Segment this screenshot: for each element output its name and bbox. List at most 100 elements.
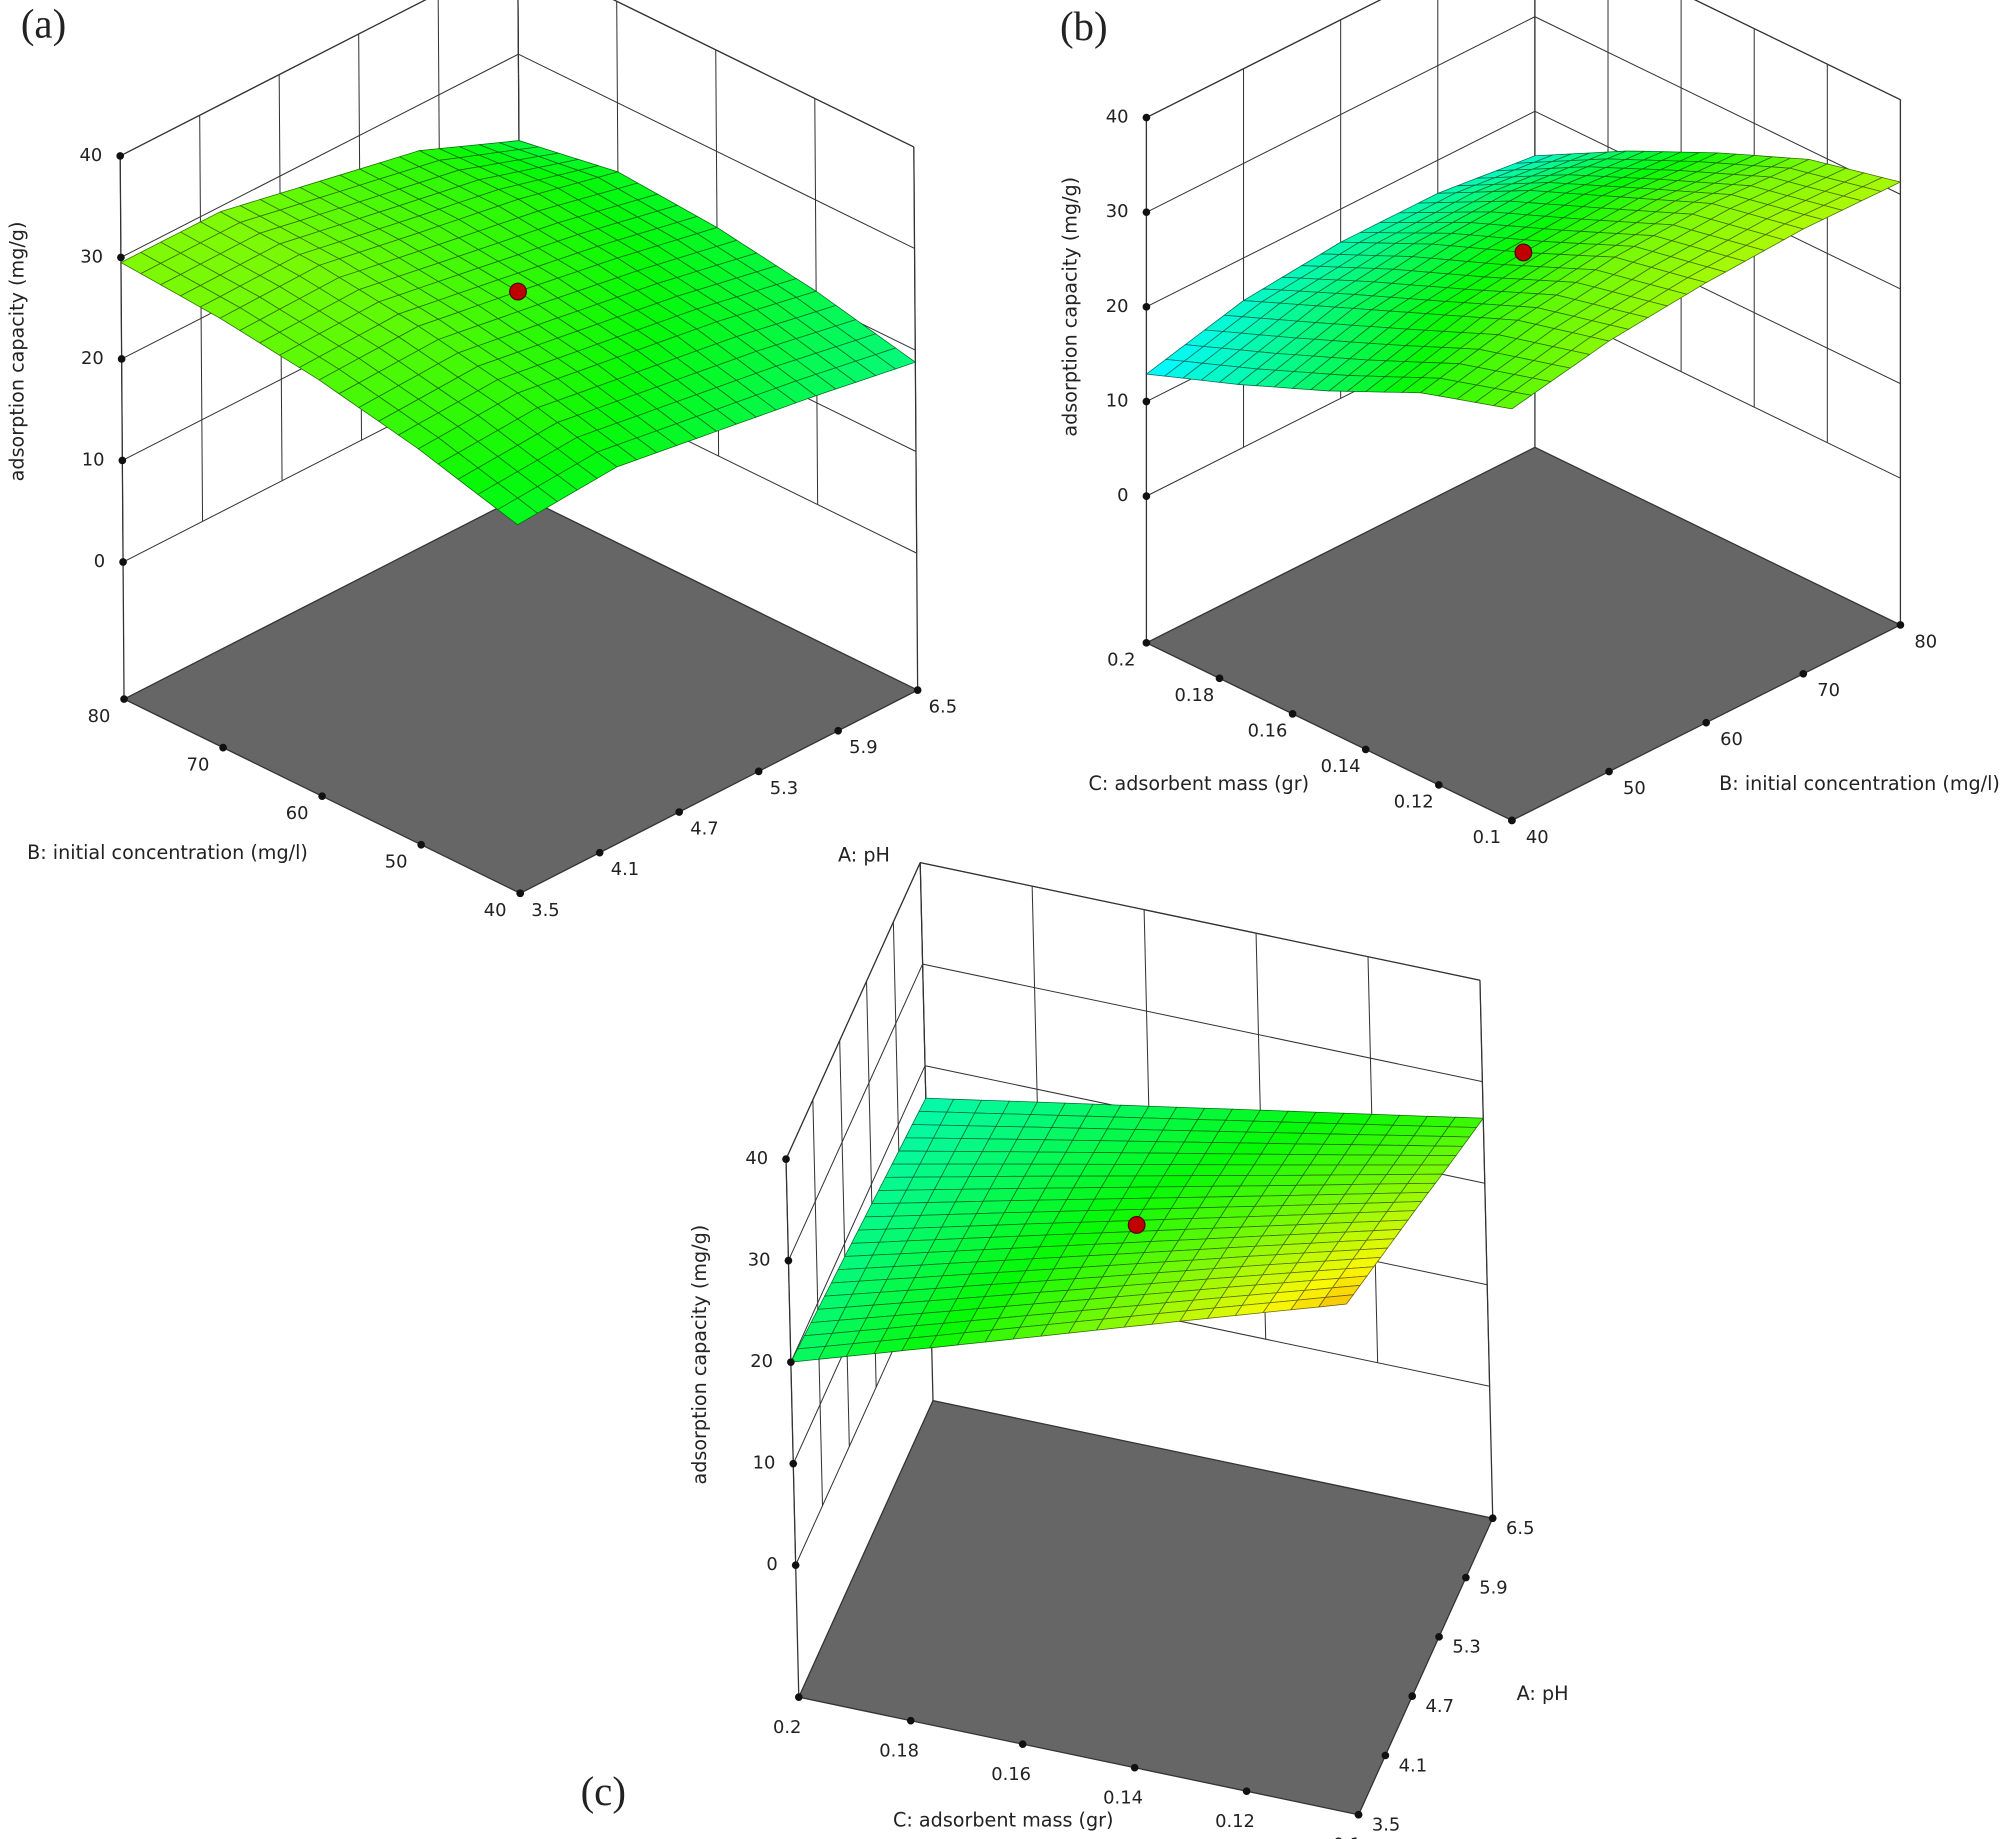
grid-line <box>119 0 915 157</box>
y-tick-label: 70 <box>187 755 210 776</box>
grid-line <box>913 146 918 554</box>
x-tick <box>754 767 763 776</box>
x-tick <box>1130 1763 1139 1772</box>
x-tick <box>1215 674 1224 683</box>
grid-line <box>785 862 1481 1160</box>
surface-plot: 0.1 0.12 0.14 0.16 0.18 0.2 3.5 4.1 4.7 5.3 5.9 6.5… <box>581 862 1569 1839</box>
y-axis-title: B: initial concentration (mg/l) <box>1719 772 2000 795</box>
y-tick <box>1702 718 1710 727</box>
y-tick-label: 60 <box>286 803 309 824</box>
y-tick-label: 6.5 <box>1506 1518 1534 1539</box>
y-tick-label: 5.3 <box>1452 1637 1480 1658</box>
grid-line <box>787 963 1483 1261</box>
z-tick-label: 30 <box>748 1250 771 1271</box>
floor <box>1144 446 1902 822</box>
grid-line <box>1146 16 1901 213</box>
design-point <box>509 282 527 301</box>
x-tick-label: 5.9 <box>849 737 877 758</box>
z-tick <box>784 1256 793 1265</box>
z-tick-label: 10 <box>1106 390 1129 411</box>
x-tick-label: 0.18 <box>1174 685 1214 706</box>
x-tick-label: 0.2 <box>1107 650 1135 671</box>
x-tick-label: 0.1 <box>1333 1834 1361 1839</box>
z-tick <box>1142 397 1151 406</box>
x-tick-label: 0.14 <box>1103 1787 1143 1808</box>
z-tick <box>782 1155 790 1163</box>
y-tick <box>1381 1751 1390 1760</box>
z-tick-label: 40 <box>745 1148 768 1169</box>
y-tick-label: 3.5 <box>1372 1815 1400 1836</box>
design-point <box>1127 1216 1146 1234</box>
y-axis-title: A: pH <box>1517 1682 1569 1705</box>
z-tick-label: 30 <box>1106 201 1129 222</box>
y-axis-title: B: initial concentration (mg/l) <box>27 841 308 864</box>
z-tick-label: 20 <box>81 348 104 369</box>
y-tick <box>1799 669 1808 678</box>
x-tick <box>1434 781 1443 789</box>
y-tick <box>1896 621 1905 629</box>
y-tick-label: 80 <box>88 706 111 727</box>
z-tick-label: 0 <box>94 551 105 572</box>
panel-label: (a) <box>21 2 66 47</box>
z-axis-title: adsorption capacity (mg/g) <box>1059 177 1082 437</box>
x-tick <box>675 808 684 816</box>
y-tick <box>1508 816 1516 825</box>
y-tick <box>1435 1632 1443 1641</box>
z-tick-label: 40 <box>80 145 103 166</box>
y-tick-label: 40 <box>1526 827 1549 848</box>
x-tick-label: 0.2 <box>773 1717 801 1738</box>
x-tick-label: 0.12 <box>1215 1811 1255 1832</box>
surface-plot: 0.1 0.12 0.14 0.16 0.18 0.2 40 50 60 70 80 0 10 20 30 4… <box>1059 0 2000 848</box>
surface-cell <box>1492 391 1533 410</box>
z-tick <box>117 355 126 363</box>
panel-label: (c) <box>581 1769 626 1814</box>
z-tick <box>1142 492 1151 500</box>
z-tick-label: 40 <box>1106 107 1129 128</box>
y-tick <box>219 743 227 752</box>
z-tick <box>117 253 125 262</box>
x-tick <box>794 1693 803 1701</box>
z-tick <box>789 1459 798 1468</box>
z-axis-title: adsorption capacity (mg/g) <box>688 1225 711 1485</box>
z-tick-label: 10 <box>82 449 105 470</box>
x-tick-label: 0.1 <box>1473 827 1501 848</box>
grid-line <box>120 53 915 258</box>
x-axis-title: C: adsorbent mass (gr) <box>893 1809 1114 1832</box>
x-tick-label: 0.12 <box>1394 792 1434 813</box>
y-tick-label: 50 <box>1623 778 1646 799</box>
x-tick <box>906 1716 915 1725</box>
y-tick <box>417 840 425 849</box>
x-tick-label: 5.3 <box>770 778 798 799</box>
design-point <box>1514 243 1533 262</box>
x-tick <box>913 686 922 694</box>
x-axis-title: A: pH <box>838 844 890 867</box>
z-tick-label: 0 <box>766 1554 777 1575</box>
x-tick-label: 3.5 <box>531 900 559 921</box>
z-tick <box>1142 113 1151 122</box>
x-tick-label: 0.18 <box>879 1740 919 1761</box>
surface-plot: 3.5 4.1 4.7 5.3 5.9 6.5 40 50 60 70 80 0 10 20 30 40 A: … <box>5 0 957 921</box>
x-tick-label: 4.7 <box>690 819 718 840</box>
surface-cell <box>790 1345 827 1363</box>
x-axis-title: C: adsorbent mass (gr) <box>1089 772 1310 795</box>
y-tick-label: 60 <box>1720 729 1743 750</box>
floor <box>122 495 920 895</box>
z-tick-label: 10 <box>753 1453 776 1474</box>
y-tick-label: 70 <box>1817 680 1840 701</box>
y-tick-label: 4.1 <box>1399 1755 1427 1776</box>
y-tick-label: 40 <box>484 900 507 921</box>
x-tick <box>1361 745 1370 754</box>
z-tick-label: 20 <box>750 1351 773 1372</box>
x-tick-label: 0.16 <box>1248 721 1288 742</box>
box-edge <box>119 0 427 157</box>
z-tick <box>116 152 125 160</box>
x-tick-label: 0.14 <box>1321 756 1361 777</box>
surface-cell <box>1317 1294 1355 1308</box>
y-tick <box>516 889 525 898</box>
y-tick-label: 50 <box>385 852 408 873</box>
z-tick-label: 0 <box>1117 485 1128 506</box>
x-tick <box>595 848 604 857</box>
x-tick <box>834 726 842 735</box>
z-tick-label: 30 <box>80 246 103 267</box>
